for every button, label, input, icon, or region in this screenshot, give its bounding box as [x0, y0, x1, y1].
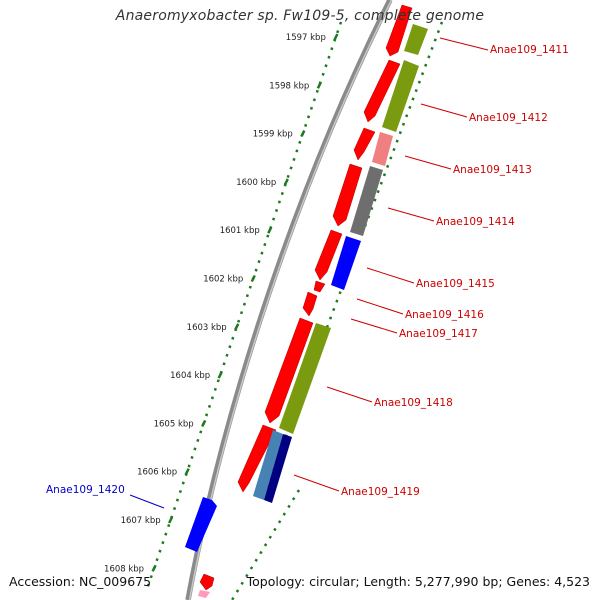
- gene-pink-1413[interactable]: [372, 132, 393, 166]
- kbp-tick-mark: [151, 564, 157, 572]
- gene-gray-1414[interactable]: [350, 166, 383, 236]
- gene-arrow-1417[interactable]: [302, 291, 318, 317]
- gene-label-1420[interactable]: Anae109_1420: [46, 484, 125, 496]
- gene-arrow-1413[interactable]: [353, 127, 376, 161]
- gene-label-1416[interactable]: Anae109_1416: [405, 309, 484, 321]
- kbp-tick-label: 1597 kbp: [286, 33, 326, 43]
- topology-text: Topology: circular; Length: 5,277,990 bp…: [246, 574, 590, 589]
- kbp-tick-mark: [201, 419, 207, 427]
- kbp-tick-label: 1599 kbp: [253, 130, 293, 140]
- kbp-tick-label: 1602 kbp: [203, 275, 243, 285]
- gene-arrow-1411[interactable]: [385, 4, 413, 57]
- kbp-tick-mark: [333, 33, 339, 41]
- gene-blue-1415[interactable]: [331, 236, 361, 290]
- gene-label-1418[interactable]: Anae109_1418: [374, 397, 453, 409]
- kbp-tick-label: 1604 kbp: [170, 371, 210, 381]
- kbp-tick-mark: [316, 81, 322, 89]
- gene-olive-1418[interactable]: [279, 323, 331, 434]
- kbp-tick-mark: [250, 274, 256, 283]
- gene-label-1412[interactable]: Anae109_1412: [469, 112, 548, 124]
- kbp-tick-mark: [300, 130, 306, 138]
- kbp-tick-label: 1603 kbp: [187, 323, 227, 333]
- gene-arrow-1412[interactable]: [363, 59, 401, 123]
- kbp-tick-mark: [217, 371, 223, 379]
- gene-steel-1419[interactable]: [253, 430, 283, 500]
- kbp-tick-label: 1598 kbp: [269, 81, 309, 91]
- gene-label-1417[interactable]: Anae109_1417: [399, 328, 478, 340]
- kbp-tick-mark: [283, 178, 289, 186]
- kbp-tick-label: 1601 kbp: [220, 226, 260, 236]
- gene-label-1411[interactable]: Anae109_1411: [490, 44, 569, 56]
- label-leaders: [129, 37, 489, 509]
- kbp-tick-label: 1600 kbp: [236, 178, 276, 188]
- gene-arrow-bottom-red[interactable]: [199, 573, 215, 591]
- outer-left-dotted-line: [144, 21, 343, 593]
- tick-guides: [144, 21, 444, 600]
- kbp-tick-label: 1608 kbp: [104, 564, 144, 574]
- accession-text: Accession: NC_009675: [9, 574, 152, 589]
- kbp-tick-mark: [234, 323, 240, 331]
- gene-arrow-1415[interactable]: [314, 229, 343, 281]
- kbp-ticks: 1597 kbp 1598 kbp 1599 kbp 1600 kbp 1601 kbp…: [104, 33, 339, 574]
- gene-navy-1419[interactable]: [264, 434, 292, 503]
- kbp-tick-label: 1606 kbp: [137, 468, 177, 478]
- gene-features: [185, 4, 428, 598]
- gene-arrow-1419[interactable]: [237, 424, 277, 493]
- gene-label-1415[interactable]: Anae109_1415: [416, 278, 495, 290]
- gene-label-1413[interactable]: Anae109_1413: [453, 164, 532, 176]
- map-title: Anaeromyxobacter sp. Fw109-5, complete g…: [115, 8, 485, 24]
- gene-arrow-1416[interactable]: [313, 280, 326, 293]
- gene-label-1414[interactable]: Anae109_1414: [436, 216, 515, 228]
- gene-arrow-bottom-pink[interactable]: [198, 590, 210, 598]
- kbp-tick-mark: [184, 468, 190, 476]
- kbp-tick-label: 1605 kbp: [154, 419, 194, 429]
- kbp-tick-label: 1607 kbp: [121, 516, 161, 526]
- kbp-tick-mark: [267, 226, 273, 234]
- gene-blue-1420[interactable]: [185, 497, 217, 552]
- inner-right-dotted-line-2: [230, 489, 301, 600]
- gene-labels: Anae109_1411 Anae109_1412 Anae109_1413 A…: [46, 44, 569, 498]
- kbp-tick-mark: [168, 516, 174, 524]
- gene-arrow-1414[interactable]: [332, 163, 363, 227]
- gene-olive-1412[interactable]: [382, 60, 419, 132]
- gene-arrow-1418[interactable]: [264, 317, 314, 424]
- gene-olive-1411[interactable]: [404, 24, 428, 55]
- gene-label-1419[interactable]: Anae109_1419: [341, 486, 420, 498]
